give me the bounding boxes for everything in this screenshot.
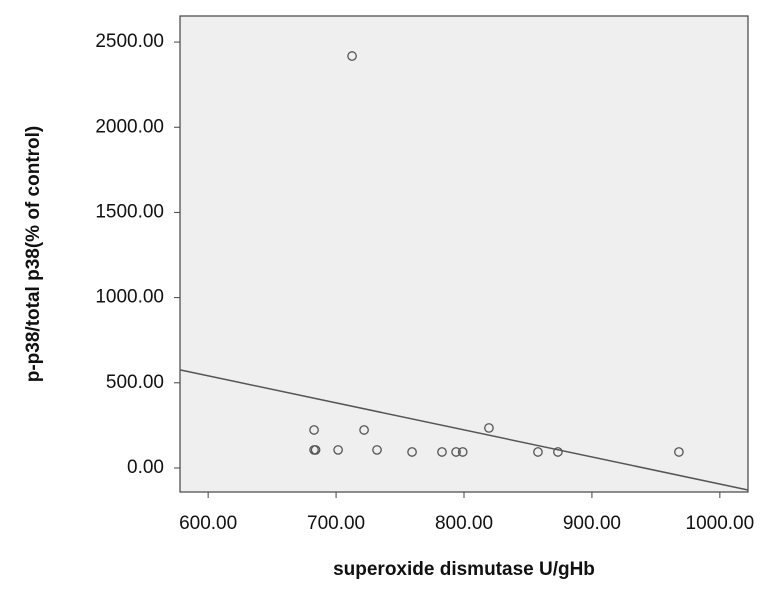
data-point xyxy=(533,447,543,457)
x-tick-label: 1000.00 xyxy=(686,513,755,534)
data-point xyxy=(359,425,369,435)
x-tick-label: 600.00 xyxy=(179,513,237,534)
data-point xyxy=(407,447,417,457)
data-point xyxy=(310,445,321,455)
y-tick-label: 500.00 xyxy=(106,372,164,393)
y-axis-title: p-p38/total p38(% of control) xyxy=(23,126,44,383)
fit-line xyxy=(179,369,749,491)
y-tick-label: 1500.00 xyxy=(95,201,164,222)
y-tick-label: 2500.00 xyxy=(95,31,164,52)
data-point xyxy=(333,445,343,455)
data-point xyxy=(372,445,382,455)
data-point xyxy=(674,447,684,457)
data-point xyxy=(484,423,494,433)
plot-area xyxy=(179,15,749,493)
data-point xyxy=(451,447,461,457)
y-tick-label: 0.00 xyxy=(127,457,164,478)
data-point xyxy=(457,447,468,457)
data-point xyxy=(553,447,563,457)
x-tick-label: 800.00 xyxy=(435,513,493,534)
data-point xyxy=(347,51,357,61)
data-point xyxy=(437,447,447,457)
data-point xyxy=(309,425,319,435)
x-tick-label: 900.00 xyxy=(563,513,621,534)
x-tick-label: 700.00 xyxy=(307,513,365,534)
y-tick-label: 1000.00 xyxy=(95,287,164,308)
y-tick-label: 2000.00 xyxy=(95,116,164,137)
x-axis-title: superoxide dismutase U/gHb xyxy=(333,559,595,580)
